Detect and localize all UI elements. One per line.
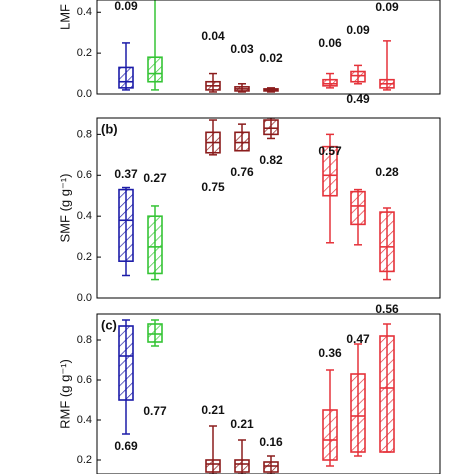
box	[147, 323, 163, 343]
panel-label: (c)	[101, 317, 117, 332]
box	[234, 459, 250, 473]
mean-label: 0.57	[318, 144, 342, 158]
mean-label: 0.69	[114, 439, 138, 453]
plot-area	[118, 319, 395, 474]
box	[263, 119, 279, 136]
box	[379, 211, 395, 273]
mean-label: 0.47	[346, 332, 370, 346]
plot-frame	[96, 313, 441, 474]
mean-label: 0.09	[375, 0, 399, 14]
box	[350, 70, 366, 83]
mean-label: 0.04	[201, 29, 225, 43]
box	[263, 461, 279, 473]
y-tick-label: 0.2	[77, 251, 92, 263]
panel-label: (b)	[101, 121, 118, 136]
box	[322, 145, 338, 197]
mean-label: 0.09	[114, 0, 138, 13]
mean-label: 0.36	[318, 346, 342, 360]
y-tick-label: 0.6	[77, 374, 92, 386]
y-tick-label: 0.2	[77, 454, 92, 466]
box	[147, 56, 163, 83]
mean-label: 0.75	[201, 180, 225, 194]
mean-label: 0.06	[318, 36, 342, 50]
mean-label: 0.76	[230, 165, 254, 179]
mean-label: 0.27	[143, 171, 167, 185]
y-tick-label: 0.6	[77, 169, 92, 181]
mean-label: 0.77	[143, 404, 167, 418]
y-tick-label: 0.4	[77, 6, 92, 18]
y-tick-label: 0.0	[77, 292, 92, 304]
box	[147, 215, 163, 275]
box	[118, 66, 134, 89]
mean-label: 0.28	[375, 165, 399, 179]
y-tick-label: 0.0	[77, 88, 92, 100]
box	[234, 131, 250, 152]
mean-label: 0.37	[114, 167, 138, 181]
y-tick-label: 0.4	[77, 210, 92, 222]
box	[350, 190, 366, 226]
box	[322, 409, 338, 461]
y-axis-title: SMF (g g⁻¹)	[57, 174, 72, 243]
box	[379, 335, 395, 453]
y-tick-label: 0.8	[77, 128, 92, 140]
y-tick-label: 0.2	[77, 47, 92, 59]
y-axis-title: LMF	[57, 4, 72, 30]
plot-area	[118, 118, 395, 281]
mean-label: 0.03	[230, 42, 254, 56]
plot-area	[118, 0, 395, 93]
mean-label: 0.21	[201, 403, 225, 417]
box	[118, 325, 134, 401]
mean-label: 0.49	[346, 92, 370, 106]
y-axis-title: RMF (g g⁻¹)	[57, 359, 72, 429]
y-tick-label: 0.8	[77, 334, 92, 346]
mean-label: 0.56	[375, 302, 399, 316]
plot-frame	[96, 117, 441, 299]
y-tick-label: 0.4	[77, 414, 92, 426]
box	[205, 459, 221, 473]
mean-label: 0.16	[259, 435, 283, 449]
box	[350, 373, 366, 453]
mean-label: 0.02	[259, 51, 283, 65]
mean-label: 0.82	[259, 153, 283, 167]
mean-label: 0.21	[230, 417, 254, 431]
box	[118, 188, 134, 262]
plot-frame	[96, 0, 441, 95]
mean-label: 0.09	[346, 23, 370, 37]
box	[322, 78, 338, 87]
